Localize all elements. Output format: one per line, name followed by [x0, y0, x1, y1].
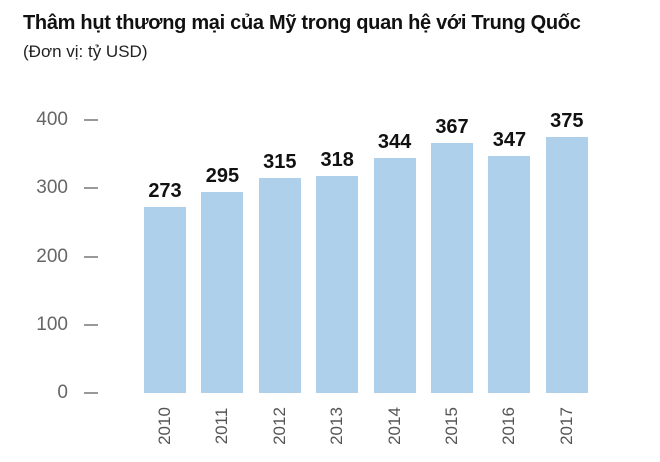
x-axis-year-label: 2016 [499, 407, 519, 445]
bar-value-label: 315 [263, 151, 297, 173]
bar-value-label: 344 [377, 131, 412, 154]
y-axis-tick [84, 255, 98, 258]
y-axis-tick [84, 392, 98, 394]
bar-value-label: 318 [320, 148, 354, 171]
bar [545, 137, 588, 393]
x-axis-year-label: 2011 [212, 407, 232, 445]
chart-subtitle: (Đơn vị: tỷ USD) [23, 42, 148, 61]
x-axis-year-label: 2015 [442, 407, 461, 445]
bar [431, 142, 473, 393]
bar [373, 158, 416, 393]
x-axis-year-label: 2013 [327, 407, 347, 445]
y-axis-tick [84, 187, 98, 190]
bar-value-label: 375 [550, 110, 584, 133]
y-axis-label: 0 [57, 382, 68, 403]
bar [144, 206, 186, 393]
y-axis-tick [84, 323, 98, 326]
bar [316, 175, 359, 393]
chart-title: Thâm hụt thương mại của Mỹ trong quan hệ… [23, 12, 581, 34]
y-axis-label: 300 [36, 177, 68, 199]
x-axis-year-label: 2010 [155, 407, 174, 445]
bar-value-label: 347 [492, 129, 527, 152]
y-axis-label: 100 [36, 313, 68, 335]
bar-value-label: 273 [148, 179, 182, 202]
x-axis-year-label: 2017 [556, 407, 576, 445]
x-axis-year-label: 2014 [384, 407, 404, 445]
bar [201, 191, 244, 393]
y-axis-label: 200 [36, 245, 68, 267]
bar [488, 156, 531, 393]
bar [258, 178, 301, 393]
bar-value-label: 367 [435, 115, 469, 138]
y-axis-label: 400 [36, 109, 68, 130]
x-axis-year-label: 2012 [269, 407, 289, 445]
bar-value-label: 295 [205, 164, 240, 187]
y-axis-tick [84, 119, 98, 121]
